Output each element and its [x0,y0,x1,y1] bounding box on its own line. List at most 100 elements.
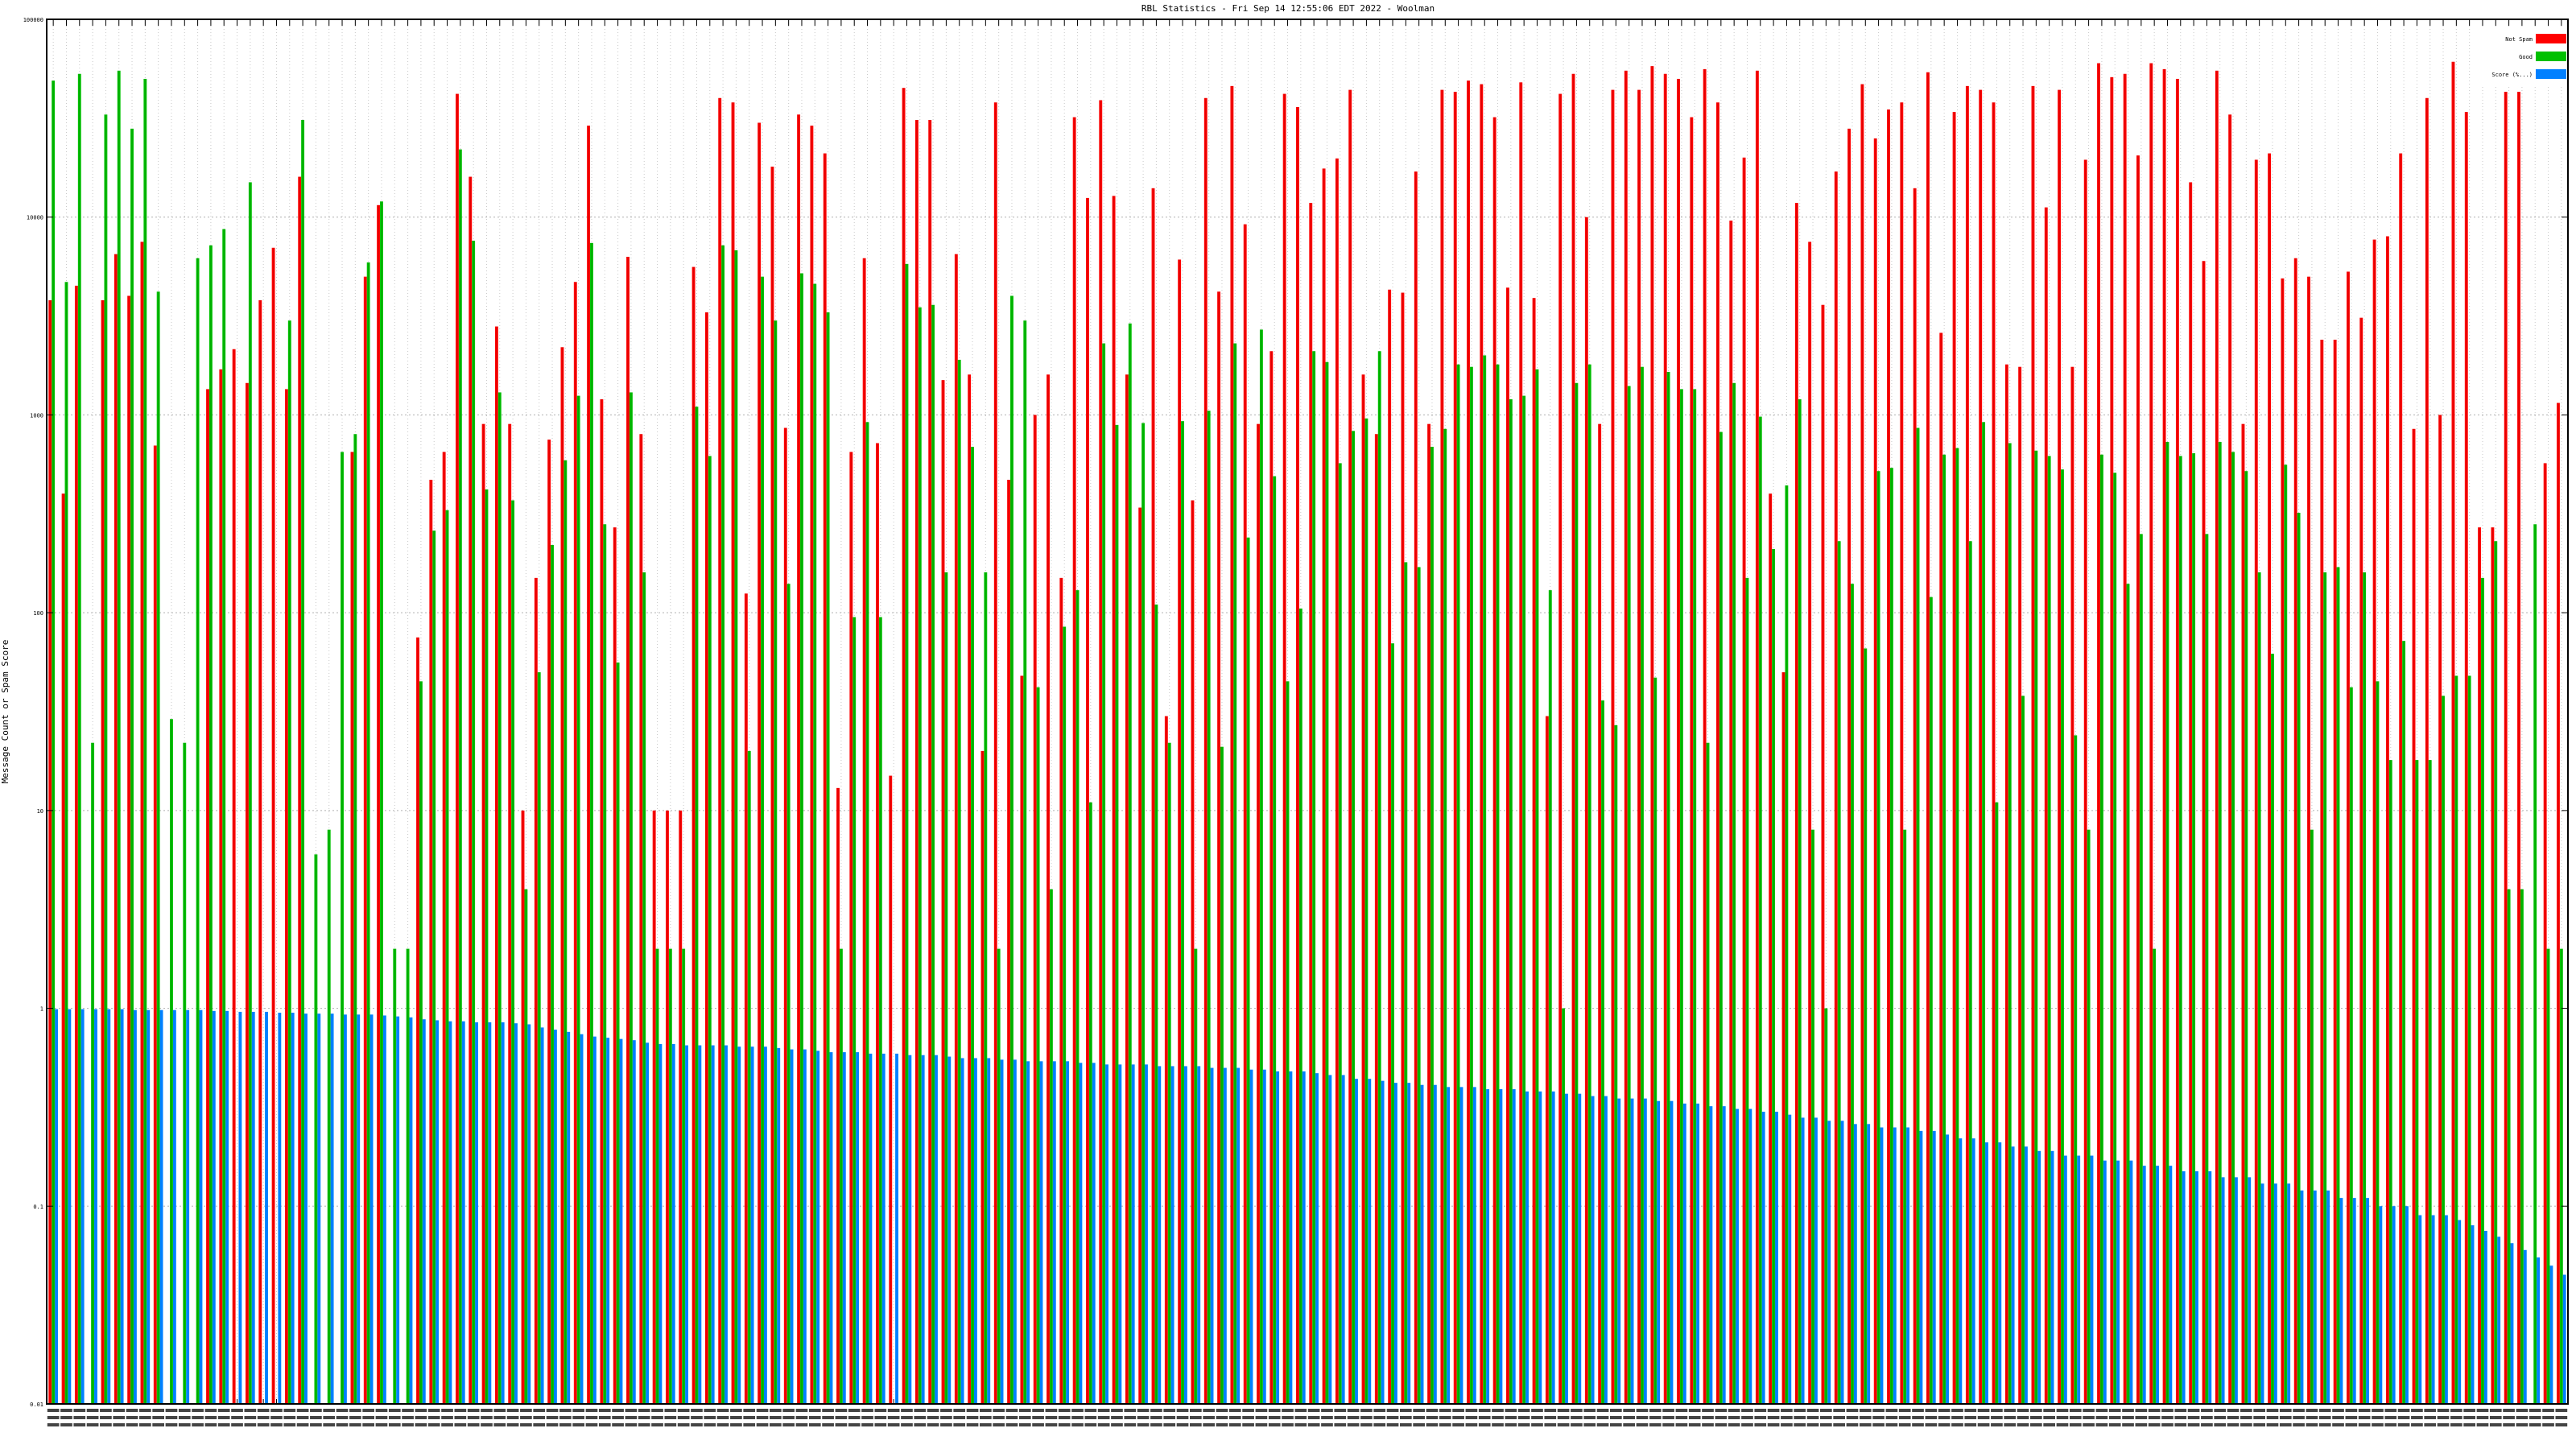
x-label-block [1846,1416,1859,1419]
bar-good [1115,424,1119,1404]
x-label-block [1373,1409,1386,1412]
x-label-block [152,1409,164,1412]
x-label-block [2306,1423,2318,1426]
bar-score [1170,1066,1174,1404]
bar-shade [1218,291,1220,1404]
x-label-block [1439,1416,1451,1419]
x-label-block [966,1409,979,1412]
bar-good [918,307,922,1404]
bar-shade [354,434,356,1404]
x-label-block [2411,1409,2423,1412]
bar-not-spam [1821,304,1825,1405]
bar-not-spam [2149,63,2153,1405]
bar-good [1181,421,1184,1404]
bar-not-spam [1361,374,1365,1404]
legend-label: Not Spam [2505,36,2533,43]
x-label-block [1426,1409,1439,1412]
bar-shade [1496,364,1499,1404]
bar-score [488,1022,492,1404]
x-label-block [1623,1423,1635,1426]
x-label-block [47,1416,60,1419]
bar-good [997,948,1001,1404]
bar-shade [1313,351,1315,1405]
bar-score [724,1045,728,1404]
bar-not-spam [494,326,498,1405]
bar-not-spam [1191,500,1195,1404]
bar-score [2142,1166,2146,1404]
bar-good [747,750,751,1404]
bar-good [2481,577,2484,1404]
bar-good [1404,562,1408,1405]
x-label-block [1938,1409,1951,1412]
x-label-block [1938,1423,1951,1426]
bar-shade [1441,89,1443,1405]
bar-not-spam [2031,85,2035,1404]
bar-shade [864,258,865,1405]
bar-good [130,128,134,1404]
x-label-block [1991,1409,2003,1412]
x-label-block [2489,1409,2502,1412]
bar-shade [1047,374,1049,1404]
x-label-block [1255,1423,1268,1426]
x-label-block [993,1416,1005,1419]
bar-score [816,1051,820,1404]
bar-good [2271,654,2274,1404]
bar-shade [1681,389,1682,1405]
x-label-block [1045,1423,1058,1426]
bar-good [800,273,803,1404]
x-label-block [1623,1409,1635,1412]
bar-score [2339,1198,2343,1404]
x-label-block [835,1409,848,1412]
x-label-block [388,1423,401,1426]
bar-not-spam [508,423,512,1404]
x-label-block [1216,1416,1228,1419]
bar-score [55,1009,58,1404]
bar-score [1236,1067,1241,1404]
bar-not-spam [1230,85,1234,1404]
bar-score [2300,1190,2304,1404]
bar-good [183,742,187,1404]
bar-shade [2085,159,2087,1405]
bar-shade [2374,239,2376,1405]
bar-score [1105,1064,1108,1404]
x-label-block [257,1423,270,1426]
bar-not-spam [1703,68,1707,1405]
bar-shade [1415,171,1417,1404]
x-label-block [887,1409,900,1412]
x-label-block [2397,1416,2410,1419]
bar-good [1706,742,1710,1404]
x-label-block [940,1409,952,1412]
bar-not-spam [1296,107,1299,1404]
bar-score [750,1046,754,1404]
bar-shade [2098,63,2099,1405]
bar-shade [246,382,248,1405]
bar-shade [1011,295,1013,1404]
bar-good [2336,567,2340,1404]
bar-score [2221,1177,2225,1404]
bar-score [1262,1069,1266,1404]
x-label-block [1583,1409,1596,1412]
bar-good [590,242,593,1404]
bar-good [419,681,423,1404]
bar-not-spam [1269,351,1274,1405]
bar-good [1075,590,1080,1404]
bar-shade [853,617,855,1404]
x-label-block [152,1416,164,1419]
bar-good [472,241,476,1404]
bar-good [1837,541,1841,1404]
x-label-block [1032,1409,1044,1412]
x-label-block [1794,1423,1806,1426]
bar-good [668,948,672,1404]
x-label-block [795,1416,808,1419]
x-label-block [1544,1423,1557,1426]
bar-not-spam [2281,278,2285,1404]
x-label-block [691,1409,703,1412]
x-label-block [1754,1423,1767,1426]
bar-good [366,262,370,1404]
x-label-block [2503,1409,2515,1412]
bar-score [2431,1215,2435,1404]
bar-shade [2534,524,2536,1404]
bar-not-spam [2333,340,2337,1404]
bar-shade [1665,73,1666,1404]
bar-not-spam [2438,415,2442,1404]
